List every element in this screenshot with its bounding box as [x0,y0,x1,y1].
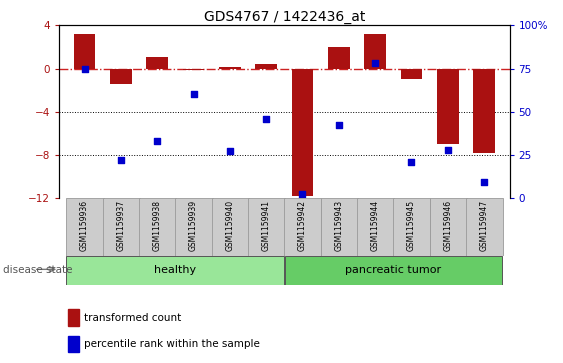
Text: pancreatic tumor: pancreatic tumor [346,265,441,276]
Bar [364,34,386,69]
Text: GSM1159941: GSM1159941 [262,200,271,250]
Bar [430,198,467,256]
Point [153,138,162,144]
Point [334,123,343,129]
Bar [357,198,394,256]
Text: disease state: disease state [3,265,72,276]
Bar [175,198,212,256]
Bar [74,34,96,69]
Text: GSM1159939: GSM1159939 [189,200,198,251]
Point [480,179,489,185]
Text: healthy: healthy [154,265,196,276]
Text: GSM1159943: GSM1159943 [334,200,343,251]
Bar [284,198,321,256]
Bar [466,198,503,256]
Text: GSM1159942: GSM1159942 [298,200,307,250]
Bar [66,256,284,285]
Bar [66,198,104,256]
Bar [102,198,140,256]
Bar [437,69,459,144]
Bar [321,198,358,256]
Point [225,148,234,154]
Point [262,115,271,121]
Bar [400,69,422,79]
Bar [328,47,350,69]
Bar [473,69,495,152]
Point [117,157,126,163]
Bar [146,57,168,69]
Bar [248,198,285,256]
Point [189,91,198,97]
Point [370,61,379,66]
Text: GSM1159946: GSM1159946 [443,200,452,251]
Bar [68,309,79,326]
Point [443,147,452,152]
Text: GSM1159936: GSM1159936 [80,200,89,251]
Bar [110,69,132,83]
Title: GDS4767 / 1422436_at: GDS4767 / 1422436_at [204,11,365,24]
Text: GSM1159940: GSM1159940 [225,200,234,251]
Bar [212,198,249,256]
Bar [139,198,176,256]
Point [298,192,307,197]
Point [80,66,89,72]
Text: GSM1159947: GSM1159947 [480,200,489,251]
Point [407,159,416,164]
Text: GSM1159938: GSM1159938 [153,200,162,250]
Bar [219,67,241,69]
Text: percentile rank within the sample: percentile rank within the sample [84,339,260,349]
Text: GSM1159944: GSM1159944 [370,200,379,251]
Bar [292,69,314,196]
Text: transformed count: transformed count [84,313,181,323]
Text: GSM1159945: GSM1159945 [407,200,416,251]
Bar [255,64,277,69]
Bar [182,69,204,70]
Bar [68,336,79,352]
Text: GSM1159937: GSM1159937 [117,200,126,251]
Bar [285,256,502,285]
Bar [394,198,431,256]
